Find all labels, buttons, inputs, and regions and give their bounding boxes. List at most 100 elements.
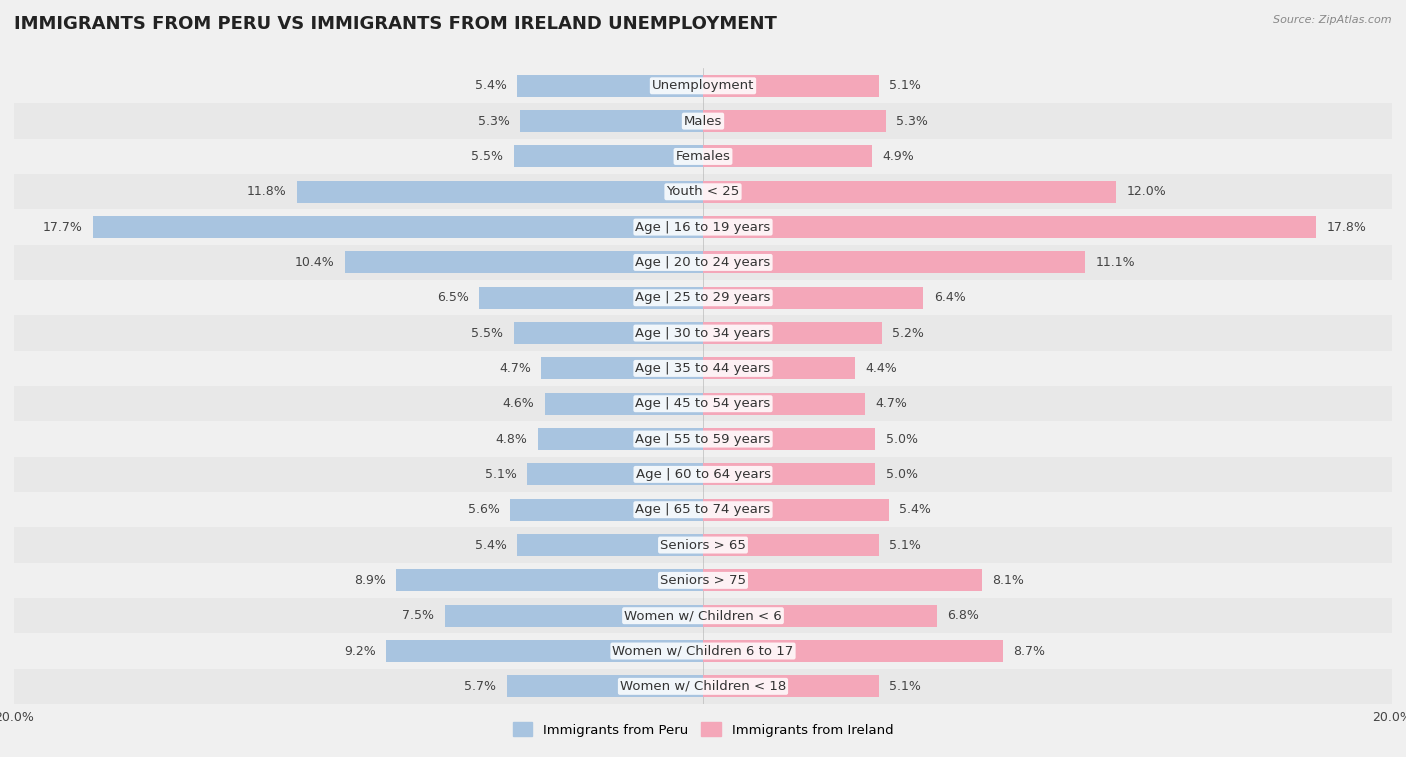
Text: 5.2%: 5.2% [893, 326, 924, 340]
Text: 5.5%: 5.5% [471, 326, 503, 340]
Text: 17.8%: 17.8% [1326, 220, 1367, 234]
Bar [703, 463, 875, 485]
Bar [703, 181, 1116, 203]
Bar [14, 280, 1392, 316]
Text: 8.1%: 8.1% [993, 574, 1024, 587]
Bar [14, 68, 1392, 104]
Text: Women w/ Children < 6: Women w/ Children < 6 [624, 609, 782, 622]
Text: 5.1%: 5.1% [889, 680, 921, 693]
Text: 5.3%: 5.3% [478, 114, 510, 128]
Text: 9.2%: 9.2% [344, 644, 375, 658]
Bar [14, 316, 1392, 350]
Bar [527, 463, 703, 485]
Bar [703, 605, 938, 627]
Bar [479, 287, 703, 309]
Bar [544, 393, 703, 415]
Text: 8.7%: 8.7% [1012, 644, 1045, 658]
Text: Age | 25 to 29 years: Age | 25 to 29 years [636, 291, 770, 304]
Bar [14, 386, 1392, 422]
Bar [14, 598, 1392, 634]
Bar [444, 605, 703, 627]
Bar [703, 534, 879, 556]
Text: 4.9%: 4.9% [882, 150, 914, 163]
Bar [387, 640, 703, 662]
Bar [703, 428, 875, 450]
Bar [14, 139, 1392, 174]
Text: Age | 60 to 64 years: Age | 60 to 64 years [636, 468, 770, 481]
Text: 11.8%: 11.8% [246, 185, 287, 198]
Bar [14, 492, 1392, 528]
Text: 5.6%: 5.6% [468, 503, 499, 516]
Text: Seniors > 65: Seniors > 65 [659, 538, 747, 552]
Text: 6.5%: 6.5% [437, 291, 468, 304]
Bar [520, 111, 703, 132]
Text: 4.7%: 4.7% [875, 397, 907, 410]
Bar [396, 569, 703, 591]
Bar [14, 104, 1392, 139]
Bar [703, 111, 886, 132]
Text: 4.7%: 4.7% [499, 362, 531, 375]
Bar [14, 562, 1392, 598]
Text: Source: ZipAtlas.com: Source: ZipAtlas.com [1274, 15, 1392, 25]
Text: IMMIGRANTS FROM PERU VS IMMIGRANTS FROM IRELAND UNEMPLOYMENT: IMMIGRANTS FROM PERU VS IMMIGRANTS FROM … [14, 15, 778, 33]
Text: Age | 16 to 19 years: Age | 16 to 19 years [636, 220, 770, 234]
Text: 7.5%: 7.5% [402, 609, 434, 622]
Bar [510, 499, 703, 521]
Text: Youth < 25: Youth < 25 [666, 185, 740, 198]
Bar [703, 357, 855, 379]
Text: 4.8%: 4.8% [495, 432, 527, 446]
Text: 5.1%: 5.1% [485, 468, 517, 481]
Text: Age | 20 to 24 years: Age | 20 to 24 years [636, 256, 770, 269]
Text: Males: Males [683, 114, 723, 128]
Text: Age | 65 to 74 years: Age | 65 to 74 years [636, 503, 770, 516]
Bar [14, 528, 1392, 562]
Bar [14, 456, 1392, 492]
Text: 8.9%: 8.9% [354, 574, 387, 587]
Bar [703, 287, 924, 309]
Text: Women w/ Children < 18: Women w/ Children < 18 [620, 680, 786, 693]
Text: 5.4%: 5.4% [900, 503, 931, 516]
Text: 5.3%: 5.3% [896, 114, 928, 128]
Text: 17.7%: 17.7% [44, 220, 83, 234]
Bar [703, 393, 865, 415]
Bar [14, 245, 1392, 280]
Bar [297, 181, 703, 203]
Text: Age | 45 to 54 years: Age | 45 to 54 years [636, 397, 770, 410]
Bar [703, 145, 872, 167]
Bar [513, 145, 703, 167]
Bar [703, 251, 1085, 273]
Text: 5.5%: 5.5% [471, 150, 503, 163]
Text: 5.0%: 5.0% [886, 468, 918, 481]
Bar [703, 569, 981, 591]
Bar [537, 428, 703, 450]
Text: Women w/ Children 6 to 17: Women w/ Children 6 to 17 [613, 644, 793, 658]
Text: 11.1%: 11.1% [1095, 256, 1135, 269]
Legend: Immigrants from Peru, Immigrants from Ireland: Immigrants from Peru, Immigrants from Ir… [508, 717, 898, 742]
Text: 10.4%: 10.4% [295, 256, 335, 269]
Text: Unemployment: Unemployment [652, 79, 754, 92]
Bar [344, 251, 703, 273]
Bar [517, 534, 703, 556]
Bar [14, 422, 1392, 456]
Bar [513, 322, 703, 344]
Text: 5.4%: 5.4% [475, 79, 506, 92]
Bar [93, 217, 703, 238]
Bar [14, 350, 1392, 386]
Bar [703, 675, 879, 697]
Text: 6.4%: 6.4% [934, 291, 966, 304]
Bar [703, 217, 1316, 238]
Text: Age | 55 to 59 years: Age | 55 to 59 years [636, 432, 770, 446]
Text: Age | 35 to 44 years: Age | 35 to 44 years [636, 362, 770, 375]
Bar [506, 675, 703, 697]
Text: Seniors > 75: Seniors > 75 [659, 574, 747, 587]
Text: 5.4%: 5.4% [475, 538, 506, 552]
Text: 6.8%: 6.8% [948, 609, 980, 622]
Bar [703, 75, 879, 97]
Bar [14, 668, 1392, 704]
Text: 4.4%: 4.4% [865, 362, 897, 375]
Text: Females: Females [675, 150, 731, 163]
Bar [14, 210, 1392, 245]
Bar [703, 499, 889, 521]
Text: 5.0%: 5.0% [886, 432, 918, 446]
Bar [517, 75, 703, 97]
